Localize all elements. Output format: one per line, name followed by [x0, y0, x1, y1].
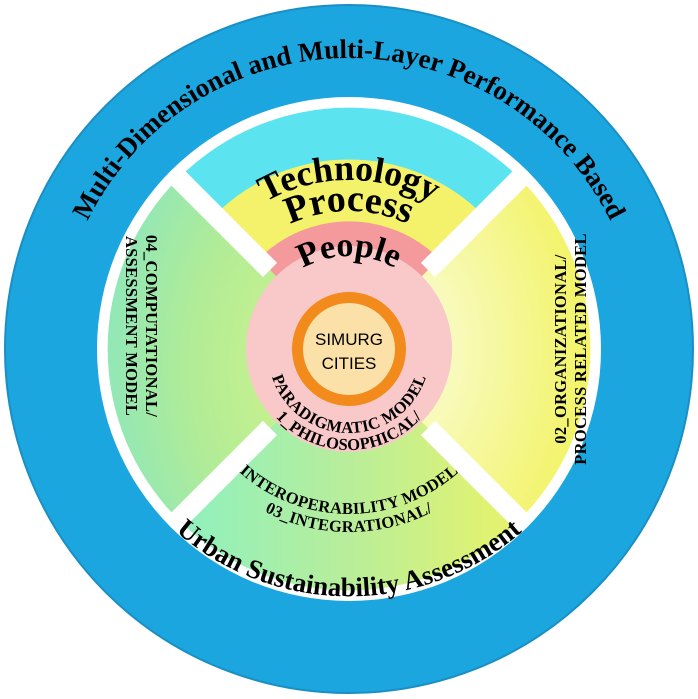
computational-model: 04_COMPUTATIONAL/ ASSESSMENT MODEL	[122, 235, 161, 417]
center-label-line1: SIMURG	[315, 330, 383, 349]
organizational-model: 02_ORGANIZATIONAL/ PROCESS RELATED MODEL	[551, 233, 590, 465]
computational-model-line1: 04_COMPUTATIONAL/	[142, 235, 161, 417]
organizational-model-line1: 02_ORGANIZATIONAL/	[551, 254, 570, 443]
organizational-model-line2: PROCESS RELATED MODEL	[571, 233, 590, 465]
quadrant-left	[107, 178, 350, 520]
computational-model-line2: ASSESSMENT MODEL	[122, 236, 141, 416]
quadrant-separators	[170, 170, 528, 528]
quadrant-bottom	[178, 349, 520, 591]
center-label-line2: CITIES	[322, 354, 377, 373]
quadrant-right	[349, 178, 591, 520]
center-fill	[303, 303, 395, 395]
